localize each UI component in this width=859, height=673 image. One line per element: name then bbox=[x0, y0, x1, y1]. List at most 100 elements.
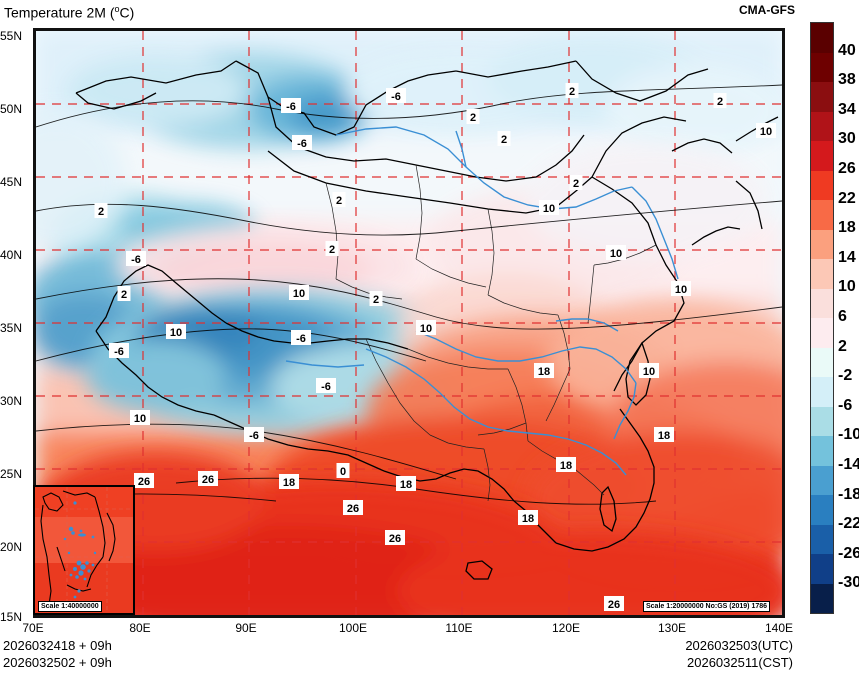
model-label: CMA-GFS bbox=[739, 3, 795, 17]
contour-label-10: 10 bbox=[293, 288, 305, 300]
lat-label-40n: 40N bbox=[0, 249, 31, 261]
contour-label-18: 18 bbox=[560, 460, 572, 472]
contour-label--6: -6 bbox=[296, 333, 306, 345]
lon-label-140e: 140E bbox=[757, 622, 801, 634]
colorbar-tick--14: -14 bbox=[838, 457, 859, 473]
contour-label-2: 2 bbox=[336, 195, 342, 207]
contour-label-26: 26 bbox=[138, 476, 150, 488]
contour-label-18: 18 bbox=[522, 513, 534, 525]
temperature-map[interactable]: -6-6222-621022210-6210210210-61010-618-6… bbox=[33, 28, 785, 618]
init-time-utc: 2026032418 + 09h bbox=[3, 637, 112, 654]
contour-label-2: 2 bbox=[573, 178, 579, 190]
valid-time-utc: 2026032503(UTC) bbox=[685, 637, 793, 654]
colorbar-band--10 bbox=[811, 436, 833, 466]
colorbar-band-30 bbox=[811, 141, 833, 171]
colorbar-band--22 bbox=[811, 525, 833, 555]
contour-label--6: -6 bbox=[114, 346, 124, 358]
colorbar-band-2 bbox=[811, 348, 833, 378]
lat-label-55n: 55N bbox=[0, 30, 31, 42]
colorbar-band-40 bbox=[811, 53, 833, 83]
contour-label--6: -6 bbox=[249, 430, 259, 442]
colorbar-tick--10: -10 bbox=[838, 427, 859, 443]
colorbar-tick-38: 38 bbox=[838, 72, 856, 88]
lat-label-20n: 20N bbox=[0, 541, 31, 553]
colorbar-band-18 bbox=[811, 230, 833, 260]
contour-label--6: -6 bbox=[131, 254, 141, 266]
contour-label-18: 18 bbox=[283, 477, 295, 489]
colorbar-tick-30: 30 bbox=[838, 131, 856, 147]
contour-label-2: 2 bbox=[121, 289, 127, 301]
footer-left: 2026032418 + 09h 2026032502 + 09h bbox=[3, 637, 112, 671]
contour-label-26: 26 bbox=[347, 503, 359, 515]
colorbar-tick-26: 26 bbox=[838, 161, 856, 177]
contour-label-18: 18 bbox=[400, 479, 412, 491]
colorbar-band--30 bbox=[811, 584, 833, 614]
lon-label-120e: 120E bbox=[544, 622, 588, 634]
contour-label-2: 2 bbox=[569, 86, 575, 98]
map-scale-label: Scale 1:20000000 No:GS (2019) 1786 bbox=[643, 601, 770, 612]
lon-label-110e: 110E bbox=[437, 622, 481, 634]
init-time-cst: 2026032502 + 09h bbox=[3, 654, 112, 671]
inset-scale-label: Scale 1:40000000 bbox=[38, 601, 102, 612]
colorbar-band--26 bbox=[811, 554, 833, 584]
lat-label-30n: 30N bbox=[0, 395, 31, 407]
contour-label-10: 10 bbox=[610, 248, 622, 260]
colorbar-band-22 bbox=[811, 200, 833, 230]
contour-label-2: 2 bbox=[717, 96, 723, 108]
colorbar-tick-18: 18 bbox=[838, 220, 856, 236]
colorbar-band-44 bbox=[811, 23, 833, 53]
title-unit-tail: C) bbox=[120, 5, 135, 21]
colorbar-tick-40: 40 bbox=[838, 43, 856, 59]
contour-label-10: 10 bbox=[760, 126, 772, 138]
title-text: Temperature 2M ( bbox=[4, 5, 114, 21]
lat-label-45n: 45N bbox=[0, 176, 31, 188]
colorbar-tick-2: 2 bbox=[838, 339, 847, 355]
colorbar-tick--18: -18 bbox=[838, 487, 859, 503]
contour-label--6: -6 bbox=[391, 91, 401, 103]
colorbar-band-6 bbox=[811, 318, 833, 348]
colorbar-tick-34: 34 bbox=[838, 102, 856, 118]
contour-label-26: 26 bbox=[608, 599, 620, 611]
contour-label-2: 2 bbox=[98, 206, 104, 218]
colorbar-tick--26: -26 bbox=[838, 546, 859, 562]
contour-label-18: 18 bbox=[658, 430, 670, 442]
colorbar-tick-22: 22 bbox=[838, 191, 856, 207]
contour-label-10: 10 bbox=[543, 203, 555, 215]
temperature-colorbar[interactable] bbox=[810, 22, 834, 614]
lon-label-70e: 70E bbox=[11, 622, 55, 634]
colorbar-band-26 bbox=[811, 171, 833, 201]
contour-label-10: 10 bbox=[170, 327, 182, 339]
footer-right: 2026032503(UTC) 2026032511(CST) bbox=[685, 637, 793, 671]
contour-label-26: 26 bbox=[389, 533, 401, 545]
colorbar-tick--22: -22 bbox=[838, 516, 859, 532]
colorbar-tick--6: -6 bbox=[838, 398, 852, 414]
lon-label-100e: 100E bbox=[331, 622, 375, 634]
colorbar-tick-14: 14 bbox=[838, 250, 856, 266]
map-canvas: -6-6222-621022210-6210210210-61010-618-6… bbox=[36, 31, 782, 615]
lat-label-50n: 50N bbox=[0, 103, 31, 115]
colorbar-band-34 bbox=[811, 112, 833, 142]
contour-label--6: -6 bbox=[286, 101, 296, 113]
lat-label-25n: 25N bbox=[0, 468, 31, 480]
contour-label-2: 2 bbox=[501, 134, 507, 146]
contour-label-10: 10 bbox=[643, 366, 655, 378]
contour-label-2: 2 bbox=[470, 112, 476, 124]
contour-label-18: 18 bbox=[538, 366, 550, 378]
colorbar-band--2 bbox=[811, 377, 833, 407]
colorbar-tick-10: 10 bbox=[838, 279, 856, 295]
colorbar-band-10 bbox=[811, 289, 833, 319]
inset-map-south-china-sea[interactable] bbox=[33, 485, 135, 615]
contour-label-2: 2 bbox=[329, 244, 335, 256]
colorbar-band--6 bbox=[811, 407, 833, 437]
contour-label--6: -6 bbox=[321, 381, 331, 393]
contour-label-10: 10 bbox=[420, 323, 432, 335]
colorbar-band-14 bbox=[811, 259, 833, 289]
colorbar-tick--2: -2 bbox=[838, 368, 852, 384]
contour-label--6: -6 bbox=[297, 138, 307, 150]
colorbar-tick--30: -30 bbox=[838, 575, 859, 591]
colorbar-band--18 bbox=[811, 495, 833, 525]
colorbar-band-38 bbox=[811, 82, 833, 112]
contour-label-10: 10 bbox=[134, 413, 146, 425]
lat-label-35n: 35N bbox=[0, 322, 31, 334]
contour-label-26: 26 bbox=[202, 474, 214, 486]
